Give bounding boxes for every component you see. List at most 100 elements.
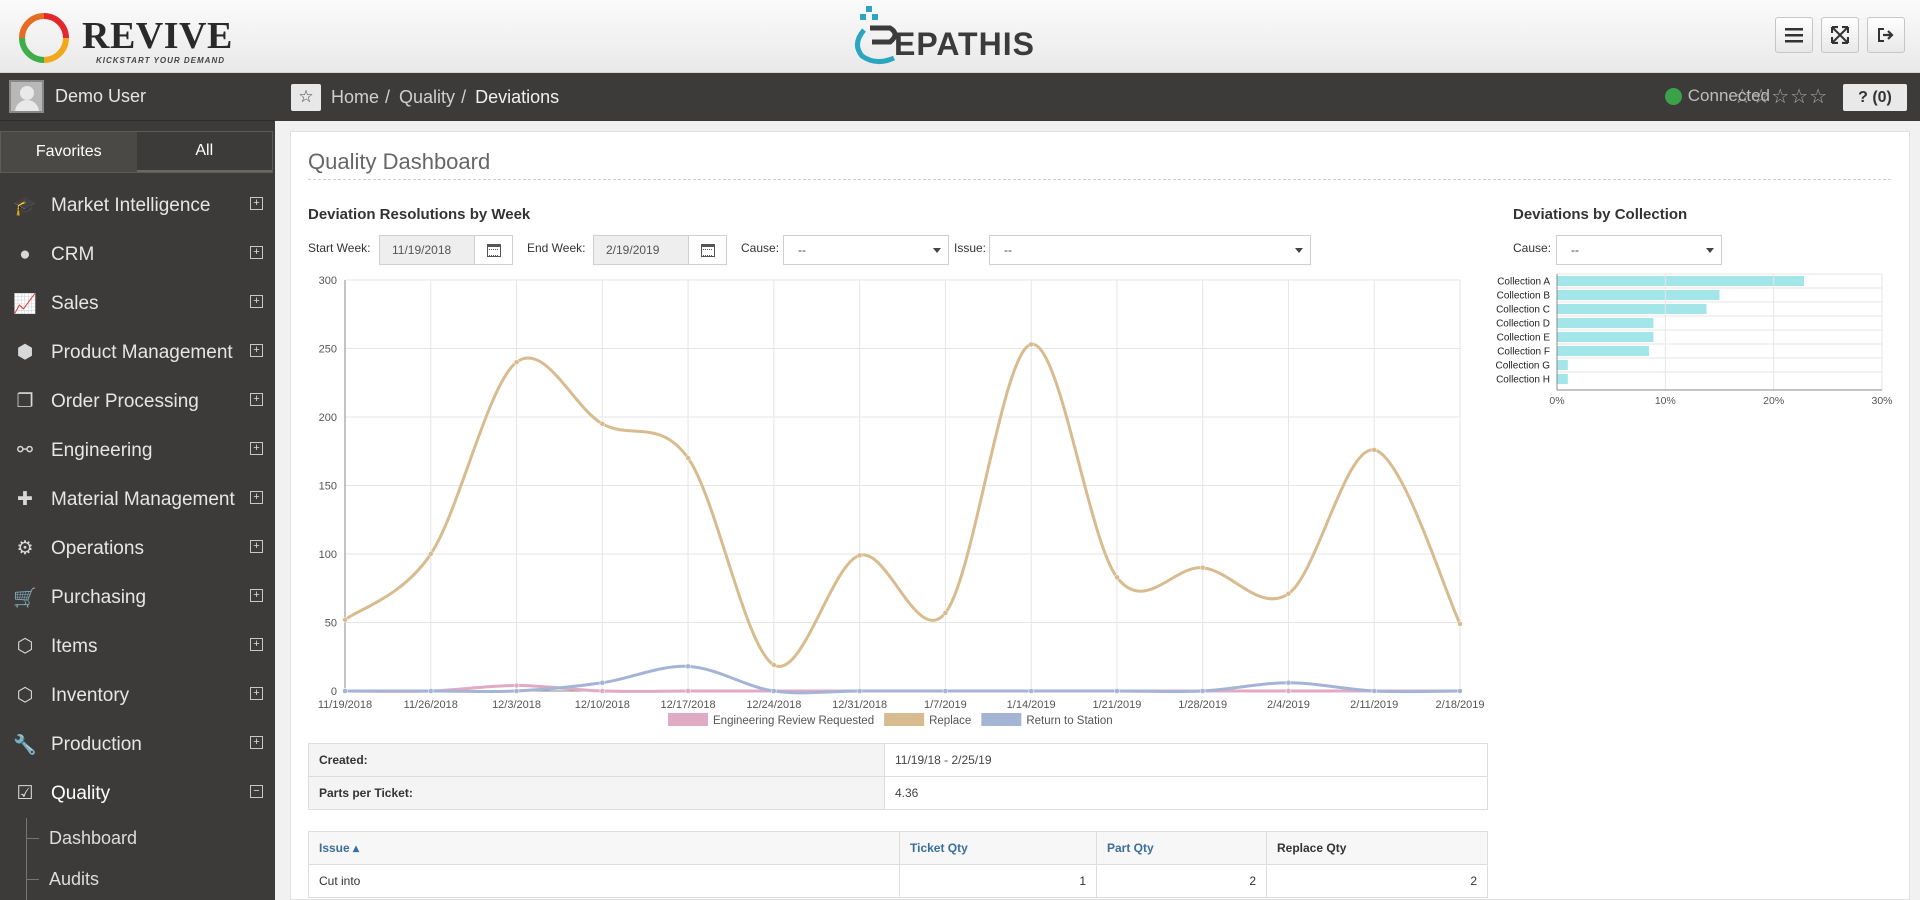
hamburger-icon: [1785, 28, 1803, 43]
start-week-input[interactable]: 11/19/2018: [379, 235, 475, 265]
data-point: [1114, 688, 1120, 694]
x-tick-label: 1/14/2019: [1007, 699, 1056, 711]
breadcrumb-home[interactable]: Home: [331, 86, 380, 107]
column-header-part-qty[interactable]: Part Qty: [1096, 831, 1267, 865]
expand-toggle-icon[interactable]: +: [250, 736, 263, 749]
logout-button[interactable]: [1867, 17, 1905, 53]
category-label: Collection B: [1497, 291, 1551, 302]
fullscreen-button[interactable]: [1821, 17, 1859, 53]
x-tick-label: 12/10/2018: [575, 699, 630, 711]
x-tick-label: 0%: [1549, 395, 1564, 407]
line-chart-title: Deviation Resolutions by Week: [308, 206, 531, 223]
data-point: [1199, 564, 1206, 571]
sidebar-item-items[interactable]: ⬡ Items +: [0, 622, 275, 671]
end-week-input[interactable]: 2/19/2019: [593, 235, 689, 265]
sidebar-item-order-processing[interactable]: ❐ Order Processing +: [0, 377, 275, 426]
sidebar-item-engineering[interactable]: ⚯ Engineering +: [0, 426, 275, 475]
cause-select[interactable]: --: [783, 235, 949, 265]
summary-value: 11/19/18 - 2/25/19: [884, 743, 1488, 777]
sidebar-item-sales[interactable]: 📈 Sales +: [0, 279, 275, 328]
revive-logo[interactable]: Revive Kickstart your demand: [14, 8, 244, 66]
sidebar-item-quality[interactable]: ☑ Quality −: [0, 769, 275, 818]
collapse-toggle-icon[interactable]: −: [250, 785, 263, 798]
expand-toggle-icon[interactable]: +: [250, 442, 263, 455]
table-row[interactable]: Cut into 1 2 2: [308, 864, 1488, 898]
check-square-icon: ☑: [16, 783, 34, 804]
expand-toggle-icon[interactable]: +: [250, 491, 263, 504]
cell-replace-qty: 2: [1266, 864, 1488, 898]
help-button[interactable]: ? (0): [1843, 84, 1907, 111]
x-tick-label: 11/26/2018: [404, 699, 458, 711]
legend-label: Replace: [929, 715, 971, 727]
user-name: Demo User: [55, 86, 147, 106]
sidebar-item-label: Product Management: [51, 341, 233, 363]
sidebar-item-product-management[interactable]: ⬢ Product Management +: [0, 328, 275, 377]
favorites-tabs: Favorites All: [0, 131, 273, 173]
data-point: [1028, 341, 1034, 348]
cart-icon: 🛒: [13, 587, 37, 609]
tab-all[interactable]: All: [136, 132, 272, 172]
category-label: Collection A: [1497, 277, 1550, 288]
sidebar-item-production[interactable]: 🔧 Production +: [0, 720, 275, 769]
y-tick-label: 0: [331, 686, 337, 698]
chevron-down-icon: [1706, 248, 1714, 253]
legend-swatch: [981, 713, 1022, 726]
expand-toggle-icon[interactable]: +: [250, 638, 263, 651]
user-profile[interactable]: Demo User: [0, 73, 275, 121]
sidebar-item-operations[interactable]: ⚙ Operations +: [0, 524, 275, 573]
collection-bar: [1557, 332, 1654, 342]
user-icon: ●: [19, 243, 31, 265]
x-tick-label: 30%: [1871, 395, 1892, 407]
menu-button[interactable]: [1775, 17, 1813, 53]
expand-toggle-icon[interactable]: +: [250, 197, 263, 210]
sidebar-item-inventory[interactable]: ⬡ Inventory +: [0, 671, 275, 720]
category-label: Collection H: [1496, 375, 1550, 386]
category-label: Collection D: [1496, 319, 1550, 330]
breadcrumb-separator: /: [385, 86, 391, 107]
collection-cause-select[interactable]: --: [1556, 235, 1722, 265]
expand-toggle-icon[interactable]: +: [250, 687, 263, 700]
sidebar-subitem-dashboard[interactable]: Dashboard: [27, 818, 275, 859]
collection-bar: [1557, 318, 1654, 328]
column-header-issue[interactable]: Issue ▴: [308, 831, 900, 865]
sidebar-item-label: Quality: [51, 782, 111, 804]
tab-favorites[interactable]: Favorites: [1, 132, 137, 172]
cubes-icon: ⬡: [16, 636, 34, 657]
sidebar-item-label: Production: [51, 733, 142, 755]
data-point: [513, 688, 520, 694]
x-tick-label: 10%: [1655, 395, 1676, 407]
data-point: [685, 663, 691, 670]
puzzle-icon: ✚: [17, 489, 33, 510]
data-point: [599, 680, 606, 686]
expand-toggle-icon[interactable]: +: [250, 393, 263, 406]
breadcrumb-quality[interactable]: Quality: [399, 86, 456, 107]
sidebar-item-label: Material Management: [51, 488, 235, 510]
favorite-star-button[interactable]: ☆: [291, 83, 321, 111]
end-week-label: End Week:: [527, 241, 586, 255]
sidebar-item-crm[interactable]: ● CRM +: [0, 230, 275, 279]
sidebar-item-label: Operations: [51, 537, 144, 559]
status-dot-icon: [1664, 87, 1682, 105]
quality-submenu: Dashboard Audits: [26, 818, 275, 900]
sidebar-item-purchasing[interactable]: 🛒 Purchasing +: [0, 573, 275, 622]
main-panel: Quality Dashboard Deviation Resolutions …: [290, 131, 1910, 900]
summary-label: Created:: [308, 743, 885, 777]
sidebar-item-market-intelligence[interactable]: 🎓 Market Intelligence +: [0, 181, 275, 230]
sidebar-item-material-management[interactable]: ✚ Material Management +: [0, 475, 275, 524]
expand-toggle-icon[interactable]: +: [250, 246, 263, 259]
data-point: [599, 688, 606, 694]
issue-select[interactable]: --: [989, 235, 1311, 265]
revive-tagline: Kickstart your demand: [96, 56, 226, 65]
expand-toggle-icon[interactable]: +: [250, 540, 263, 553]
repathis-logo: EPATHIS: [850, 4, 1070, 66]
start-week-calendar-button[interactable]: [475, 235, 513, 265]
expand-toggle-icon[interactable]: +: [250, 295, 263, 308]
repathis-mark-icon: [855, 6, 898, 64]
expand-toggle-icon[interactable]: +: [250, 344, 263, 357]
sidebar-subitem-audits[interactable]: Audits: [27, 859, 275, 900]
rating-stars[interactable]: ☆☆☆☆☆: [1733, 86, 1828, 108]
expand-toggle-icon[interactable]: +: [250, 589, 263, 602]
data-point: [942, 610, 949, 616]
end-week-calendar-button[interactable]: [689, 235, 727, 265]
column-header-ticket-qty[interactable]: Ticket Qty: [899, 831, 1097, 865]
